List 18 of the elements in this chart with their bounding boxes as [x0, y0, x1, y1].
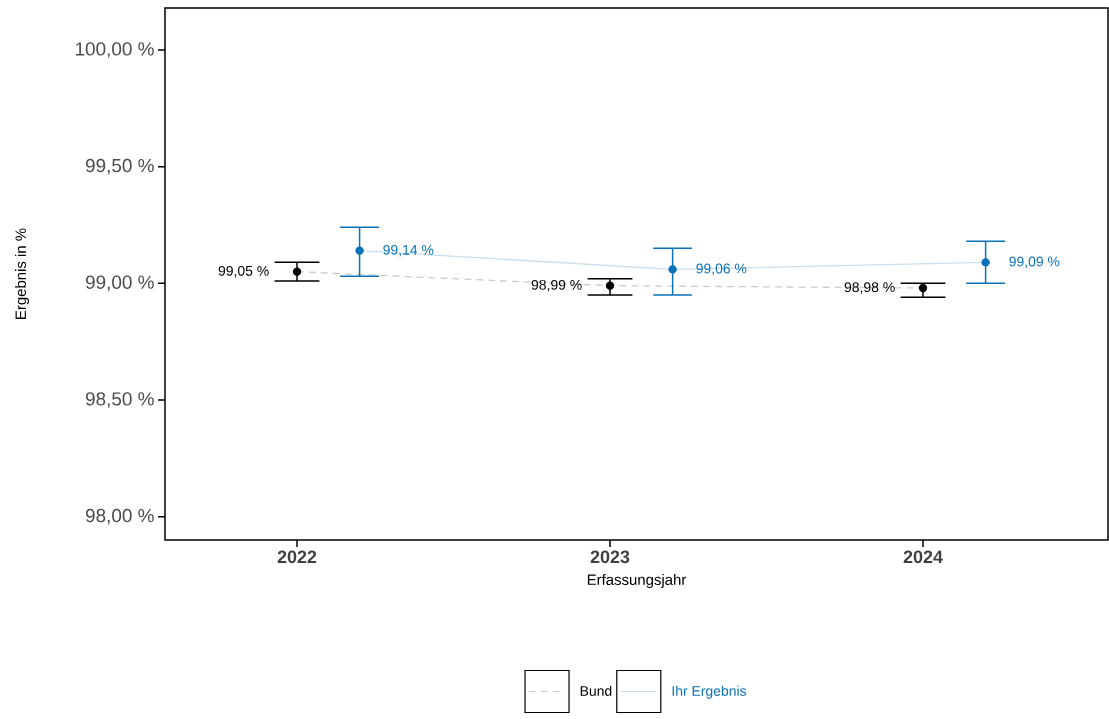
- y-tick-label: 98,50 %: [85, 392, 154, 408]
- x-tick-label: 2023: [590, 550, 630, 564]
- data-label: 99,05 %: [218, 265, 269, 278]
- y-tick-label: 99,50 %: [85, 158, 154, 175]
- x-axis-title: Erfassungsjahr: [587, 574, 687, 588]
- y-tick-label: 99,00 %: [85, 275, 154, 292]
- legend-label: Ihr Ergebnis: [672, 685, 747, 699]
- data-label: 98,98 %: [844, 282, 895, 294]
- y-tick-label: 100,00 %: [75, 42, 154, 58]
- data-label: 99,09 %: [1009, 256, 1060, 269]
- y-axis-title: Ergebnis in %: [15, 228, 29, 319]
- y-tick-label: 98,00 %: [85, 508, 154, 525]
- legend-label: Bund: [580, 685, 612, 696]
- data-label: 98,99 %: [531, 279, 582, 292]
- data-label: 99,14 %: [383, 244, 434, 257]
- x-tick-label: 2024: [903, 550, 943, 564]
- x-tick-label: 2022: [277, 550, 317, 564]
- data-label: 99,06 %: [696, 263, 747, 276]
